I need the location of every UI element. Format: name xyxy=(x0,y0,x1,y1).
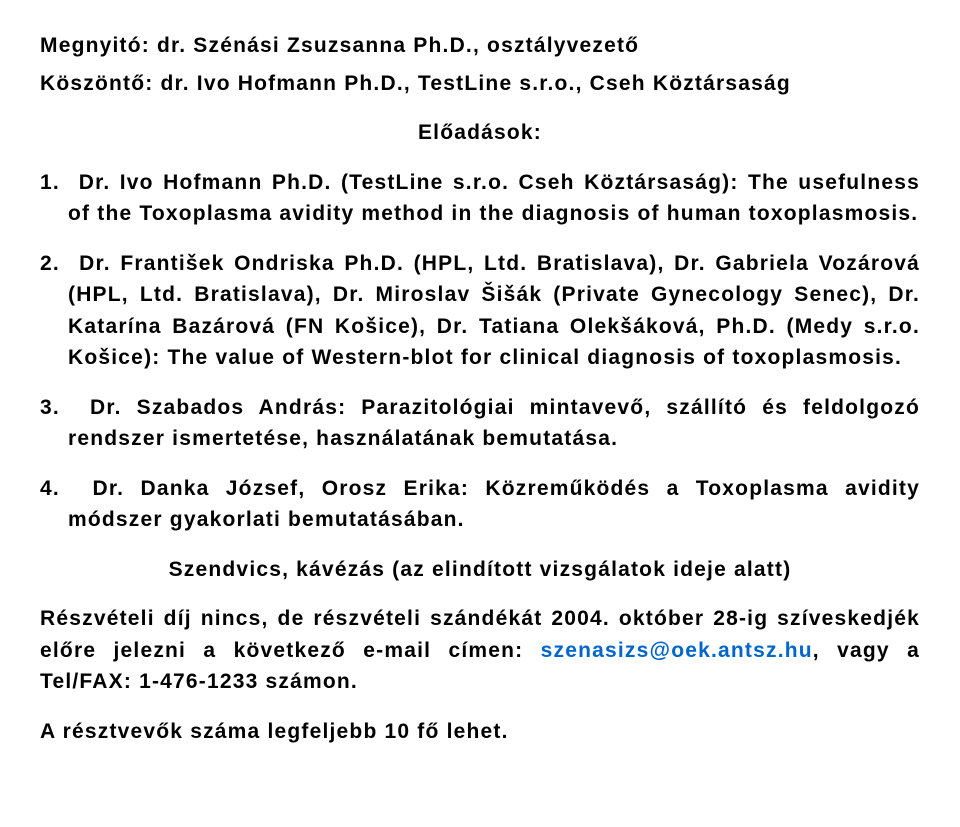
section-title: Előadások: xyxy=(40,117,920,149)
list-item: Dr. Ivo Hofmann Ph.D. (TestLine s.r.o. C… xyxy=(40,167,920,230)
presentation-list: Dr. Ivo Hofmann Ph.D. (TestLine s.r.o. C… xyxy=(40,167,920,536)
list-item: Dr. František Ondriska Ph.D. (HPL, Ltd. … xyxy=(40,248,920,374)
opening-line: Megnyitó: dr. Szénási Zsuzsanna Ph.D., o… xyxy=(40,30,920,62)
list-item: Dr. Danka József, Orosz Erika: Közreműkö… xyxy=(40,473,920,536)
sandwich-line: Szendvics, kávézás (az elindított vizsgá… xyxy=(40,554,920,586)
fee-paragraph: Részvételi díj nincs, de részvételi szán… xyxy=(40,603,920,698)
greeting-line: Köszöntő: dr. Ivo Hofmann Ph.D., TestLin… xyxy=(40,68,920,100)
participant-limit: A résztvevők száma legfeljebb 10 fő lehe… xyxy=(40,716,920,748)
list-item: Dr. Szabados András: Parazitológiai mint… xyxy=(40,392,920,455)
email-link[interactable]: szenasizs@oek.antsz.hu xyxy=(541,639,813,662)
